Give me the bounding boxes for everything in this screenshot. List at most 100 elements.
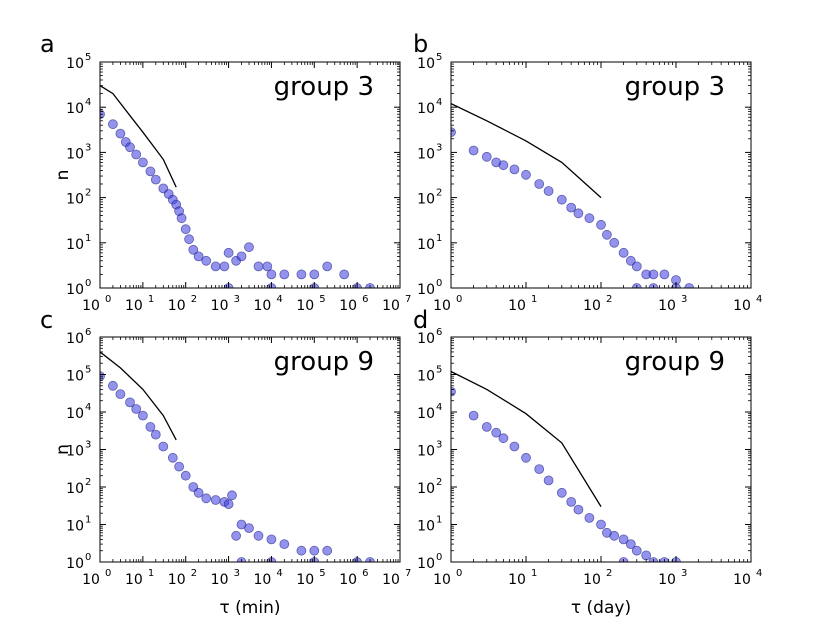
data-point <box>174 461 185 472</box>
data-point <box>223 247 234 258</box>
data-point <box>125 397 135 408</box>
x-tick-label: 10 <box>658 572 676 588</box>
data-point <box>534 464 545 475</box>
data-point <box>602 229 612 240</box>
data-point <box>279 269 290 280</box>
data-point <box>108 119 118 130</box>
x-tick-exponent: 3 <box>681 568 687 579</box>
data-point <box>491 427 502 438</box>
data-point <box>566 202 577 213</box>
y-tick-label: 10 <box>417 369 435 385</box>
data-point <box>125 142 135 153</box>
data-point <box>150 174 161 185</box>
data-point <box>145 166 156 177</box>
x-tick-label: 10 <box>339 572 357 588</box>
data-point <box>223 499 234 510</box>
y-tick-exponent: 6 <box>85 327 91 338</box>
y-tick-label: 10 <box>417 101 435 117</box>
data-point <box>322 261 333 272</box>
x-tick-label: 10 <box>168 298 186 314</box>
fit-line <box>451 370 602 507</box>
data-point <box>266 269 277 280</box>
y-tick-exponent: 3 <box>85 142 91 153</box>
y-tick-exponent: 2 <box>436 477 442 488</box>
x-tick-label: 10 <box>433 572 451 588</box>
data-point <box>521 169 531 180</box>
data-point <box>115 128 126 139</box>
data-point <box>631 545 642 556</box>
plot-area <box>100 351 375 562</box>
data-point <box>219 261 230 272</box>
x-tick-label: 10 <box>382 298 400 314</box>
data-point <box>231 530 242 541</box>
x-tick-exponent: 4 <box>276 568 282 579</box>
y-tick-label: 10 <box>66 331 84 347</box>
x-tick-exponent: 2 <box>191 568 197 579</box>
data-point <box>210 495 221 505</box>
y-tick-exponent: 2 <box>436 188 442 199</box>
y-tick-label: 10 <box>66 369 84 385</box>
data-point <box>322 545 333 556</box>
x-tick-exponent: 3 <box>681 294 687 305</box>
fit-line <box>100 85 177 188</box>
data-point <box>468 410 479 421</box>
y-tick-label: 10 <box>66 519 84 535</box>
panel-label: d <box>413 306 428 334</box>
data-point <box>115 389 126 400</box>
data-point <box>108 380 118 391</box>
y-tick-exponent: 3 <box>436 440 442 451</box>
x-tick-exponent: 7 <box>405 568 411 579</box>
plot-area <box>100 85 375 288</box>
x-tick-exponent: 2 <box>606 294 612 305</box>
y-tick-label: 10 <box>66 192 84 208</box>
x-tick-exponent: 1 <box>531 294 537 305</box>
x-tick-label: 10 <box>125 572 143 588</box>
data-point <box>648 269 659 280</box>
x-tick-exponent: 0 <box>456 568 462 579</box>
y-tick-label: 10 <box>417 519 435 535</box>
x-tick-label: 10 <box>382 572 400 588</box>
panel-b: b10 0 10 1 10 2 10 3 10 410 010 110 210 310 410 5group … <box>413 30 762 314</box>
x-tick-exponent: 0 <box>105 568 111 579</box>
y-axis-label: n <box>53 444 73 455</box>
x-tick-exponent: 5 <box>319 294 325 305</box>
y-tick-exponent: 4 <box>85 402 91 413</box>
y-tick-label: 10 <box>417 237 435 253</box>
data-point <box>201 493 212 504</box>
data-point <box>137 157 148 168</box>
data-point <box>584 213 595 224</box>
data-point <box>145 421 156 432</box>
data-point <box>609 530 620 541</box>
data-point <box>253 261 264 272</box>
data-point <box>573 208 584 219</box>
data-point <box>641 550 652 561</box>
y-tick-exponent: 4 <box>436 402 442 413</box>
x-tick-exponent: 1 <box>531 568 537 579</box>
data-point <box>137 410 148 421</box>
panel-d: d10 0 10 1 10 2 10 3 10 410 010 110 210 310 410 510 6gro… <box>413 306 762 618</box>
x-tick-exponent: 6 <box>362 568 368 579</box>
group-label: group 3 <box>274 72 374 102</box>
x-tick-label: 10 <box>82 572 100 588</box>
x-tick-exponent: 6 <box>362 294 368 305</box>
data-point <box>451 127 456 138</box>
y-tick-label: 10 <box>66 146 84 162</box>
data-point <box>631 261 642 272</box>
data-point <box>618 247 629 258</box>
data-point <box>309 545 320 556</box>
y-tick-label: 10 <box>417 444 435 460</box>
data-point <box>188 244 199 255</box>
x-tick-label: 10 <box>658 298 676 314</box>
data-point <box>521 452 531 463</box>
data-point <box>509 164 520 175</box>
y-tick-label: 10 <box>66 282 84 298</box>
data-point <box>339 269 350 280</box>
y-tick-label: 10 <box>66 556 84 572</box>
data-point <box>498 160 509 171</box>
x-tick-exponent: 3 <box>234 294 240 305</box>
data-point <box>618 534 629 545</box>
y-tick-exponent: 5 <box>436 365 442 376</box>
data-point <box>176 213 187 224</box>
y-tick-label: 10 <box>417 56 435 72</box>
y-tick-exponent: 6 <box>436 327 442 338</box>
